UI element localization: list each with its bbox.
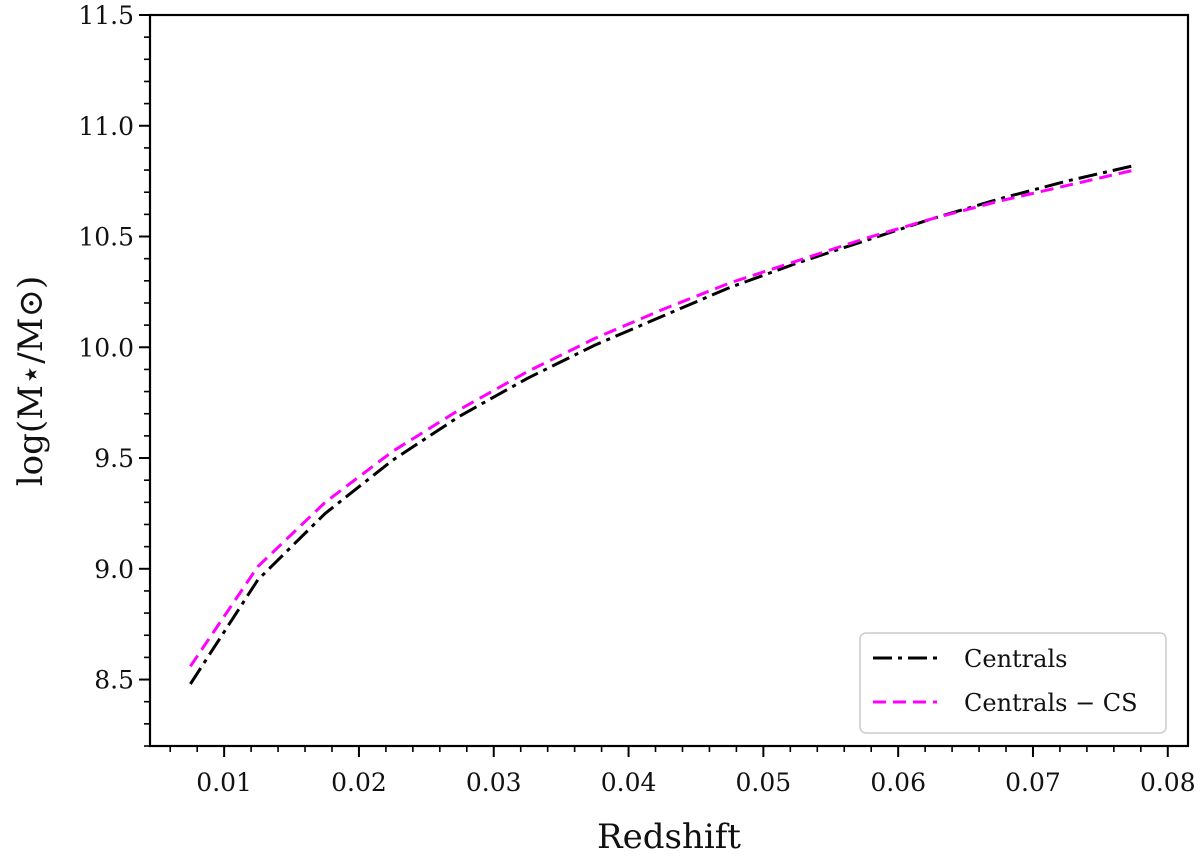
plot-lines (189, 164, 1135, 685)
tick-labels: 0.01 0.02 0.03 0.04 0.05 0.06 0.07 0.08 8.5 9.0 9.… (78, 1, 1195, 797)
x-tick-label: 0.06 (870, 768, 926, 797)
y-tick-label: 9.0 (94, 555, 134, 584)
legend-label-centrals: Centrals (964, 645, 1067, 673)
legend: Centrals Centrals − CS (859, 632, 1167, 734)
y-axis-label: log(M⋆/M⊙) (11, 276, 51, 487)
x-tick-label: 0.04 (601, 768, 657, 797)
x-tick-label: 0.07 (1005, 768, 1061, 797)
plot-frame (148, 13, 1190, 748)
y-tick-label: 10.5 (78, 223, 134, 252)
y-tick-label: 10.0 (78, 333, 134, 362)
x-tick-label: 0.01 (196, 768, 252, 797)
x-axis-label: Redshift (597, 817, 741, 857)
y-tick-label: 11.5 (78, 1, 134, 30)
series-line-centrals (189, 164, 1135, 685)
x-tick-label: 0.03 (466, 768, 522, 797)
y-tick-label: 8.5 (94, 666, 134, 695)
legend-label-centrals-cs: Centrals − CS (964, 689, 1138, 717)
series-line-centrals-cs (189, 168, 1135, 668)
x-tick-label: 0.08 (1140, 768, 1196, 797)
y-tick-label: 11.0 (78, 112, 134, 141)
x-tick-label: 0.02 (331, 768, 387, 797)
x-tick-label: 0.05 (736, 768, 792, 797)
y-tick-label: 9.5 (94, 444, 134, 473)
